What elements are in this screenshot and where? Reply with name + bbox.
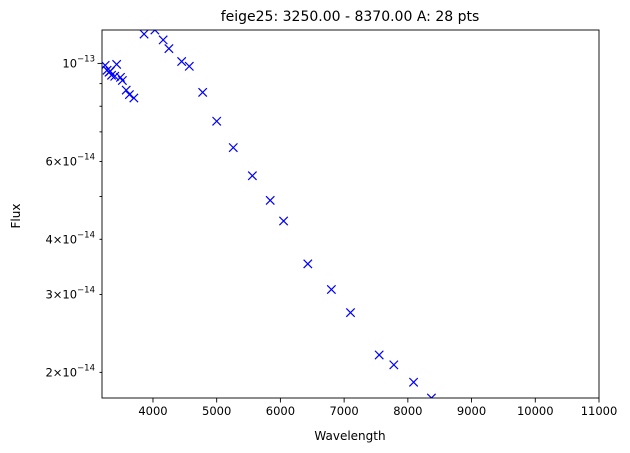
data-point [198, 87, 208, 97]
x-tick-label: 10000 [517, 404, 554, 418]
data-markers [102, 30, 437, 398]
data-point [121, 85, 131, 95]
data-point [106, 70, 117, 80]
data-point [124, 89, 135, 100]
x-tick-label: 7000 [329, 404, 358, 418]
data-point [177, 56, 187, 67]
plot-area [102, 30, 437, 398]
data-point [374, 350, 384, 360]
x-tick-label: 4000 [138, 404, 167, 418]
axes: 4000 5000 6000 7000 8000 9000 10000 11000 10−13 2… [45, 29, 618, 418]
x-tick-label: 5000 [202, 404, 231, 418]
x-tick-label: 6000 [266, 404, 295, 418]
x-tick-label: 9000 [457, 404, 486, 418]
y-tick-label: 2×10−14 [45, 363, 95, 379]
data-point [184, 61, 194, 71]
data-point [303, 259, 313, 269]
data-point [129, 93, 139, 103]
data-point [326, 284, 337, 295]
y-axis-label: Flux [9, 204, 23, 229]
data-point [389, 360, 399, 370]
data-point [212, 116, 222, 126]
data-point [265, 195, 275, 205]
data-point [139, 30, 149, 39]
x-tick-label: 8000 [393, 404, 422, 418]
y-tick-label: 3×10−14 [45, 286, 95, 302]
data-point [164, 43, 174, 54]
data-point [278, 216, 289, 226]
data-point [110, 71, 120, 81]
data-point [247, 171, 257, 181]
y-tick-label: 6×10−14 [45, 152, 95, 168]
data-point [228, 142, 238, 153]
data-point [117, 75, 128, 86]
data-point [426, 393, 437, 398]
x-axis-label: Wavelength [314, 429, 385, 443]
x-tick-label: 11000 [581, 404, 618, 418]
data-point [158, 35, 168, 45]
chart-title: feige25: 3250.00 - 8370.00 A: 28 pts [221, 9, 480, 25]
data-point [345, 308, 356, 318]
y-tick-label: 4×10−14 [45, 230, 95, 246]
data-point [150, 30, 160, 35]
data-point [112, 59, 122, 69]
axes-frame [101, 29, 600, 399]
data-point [408, 377, 419, 387]
y-tick-label: 10−13 [62, 54, 95, 70]
